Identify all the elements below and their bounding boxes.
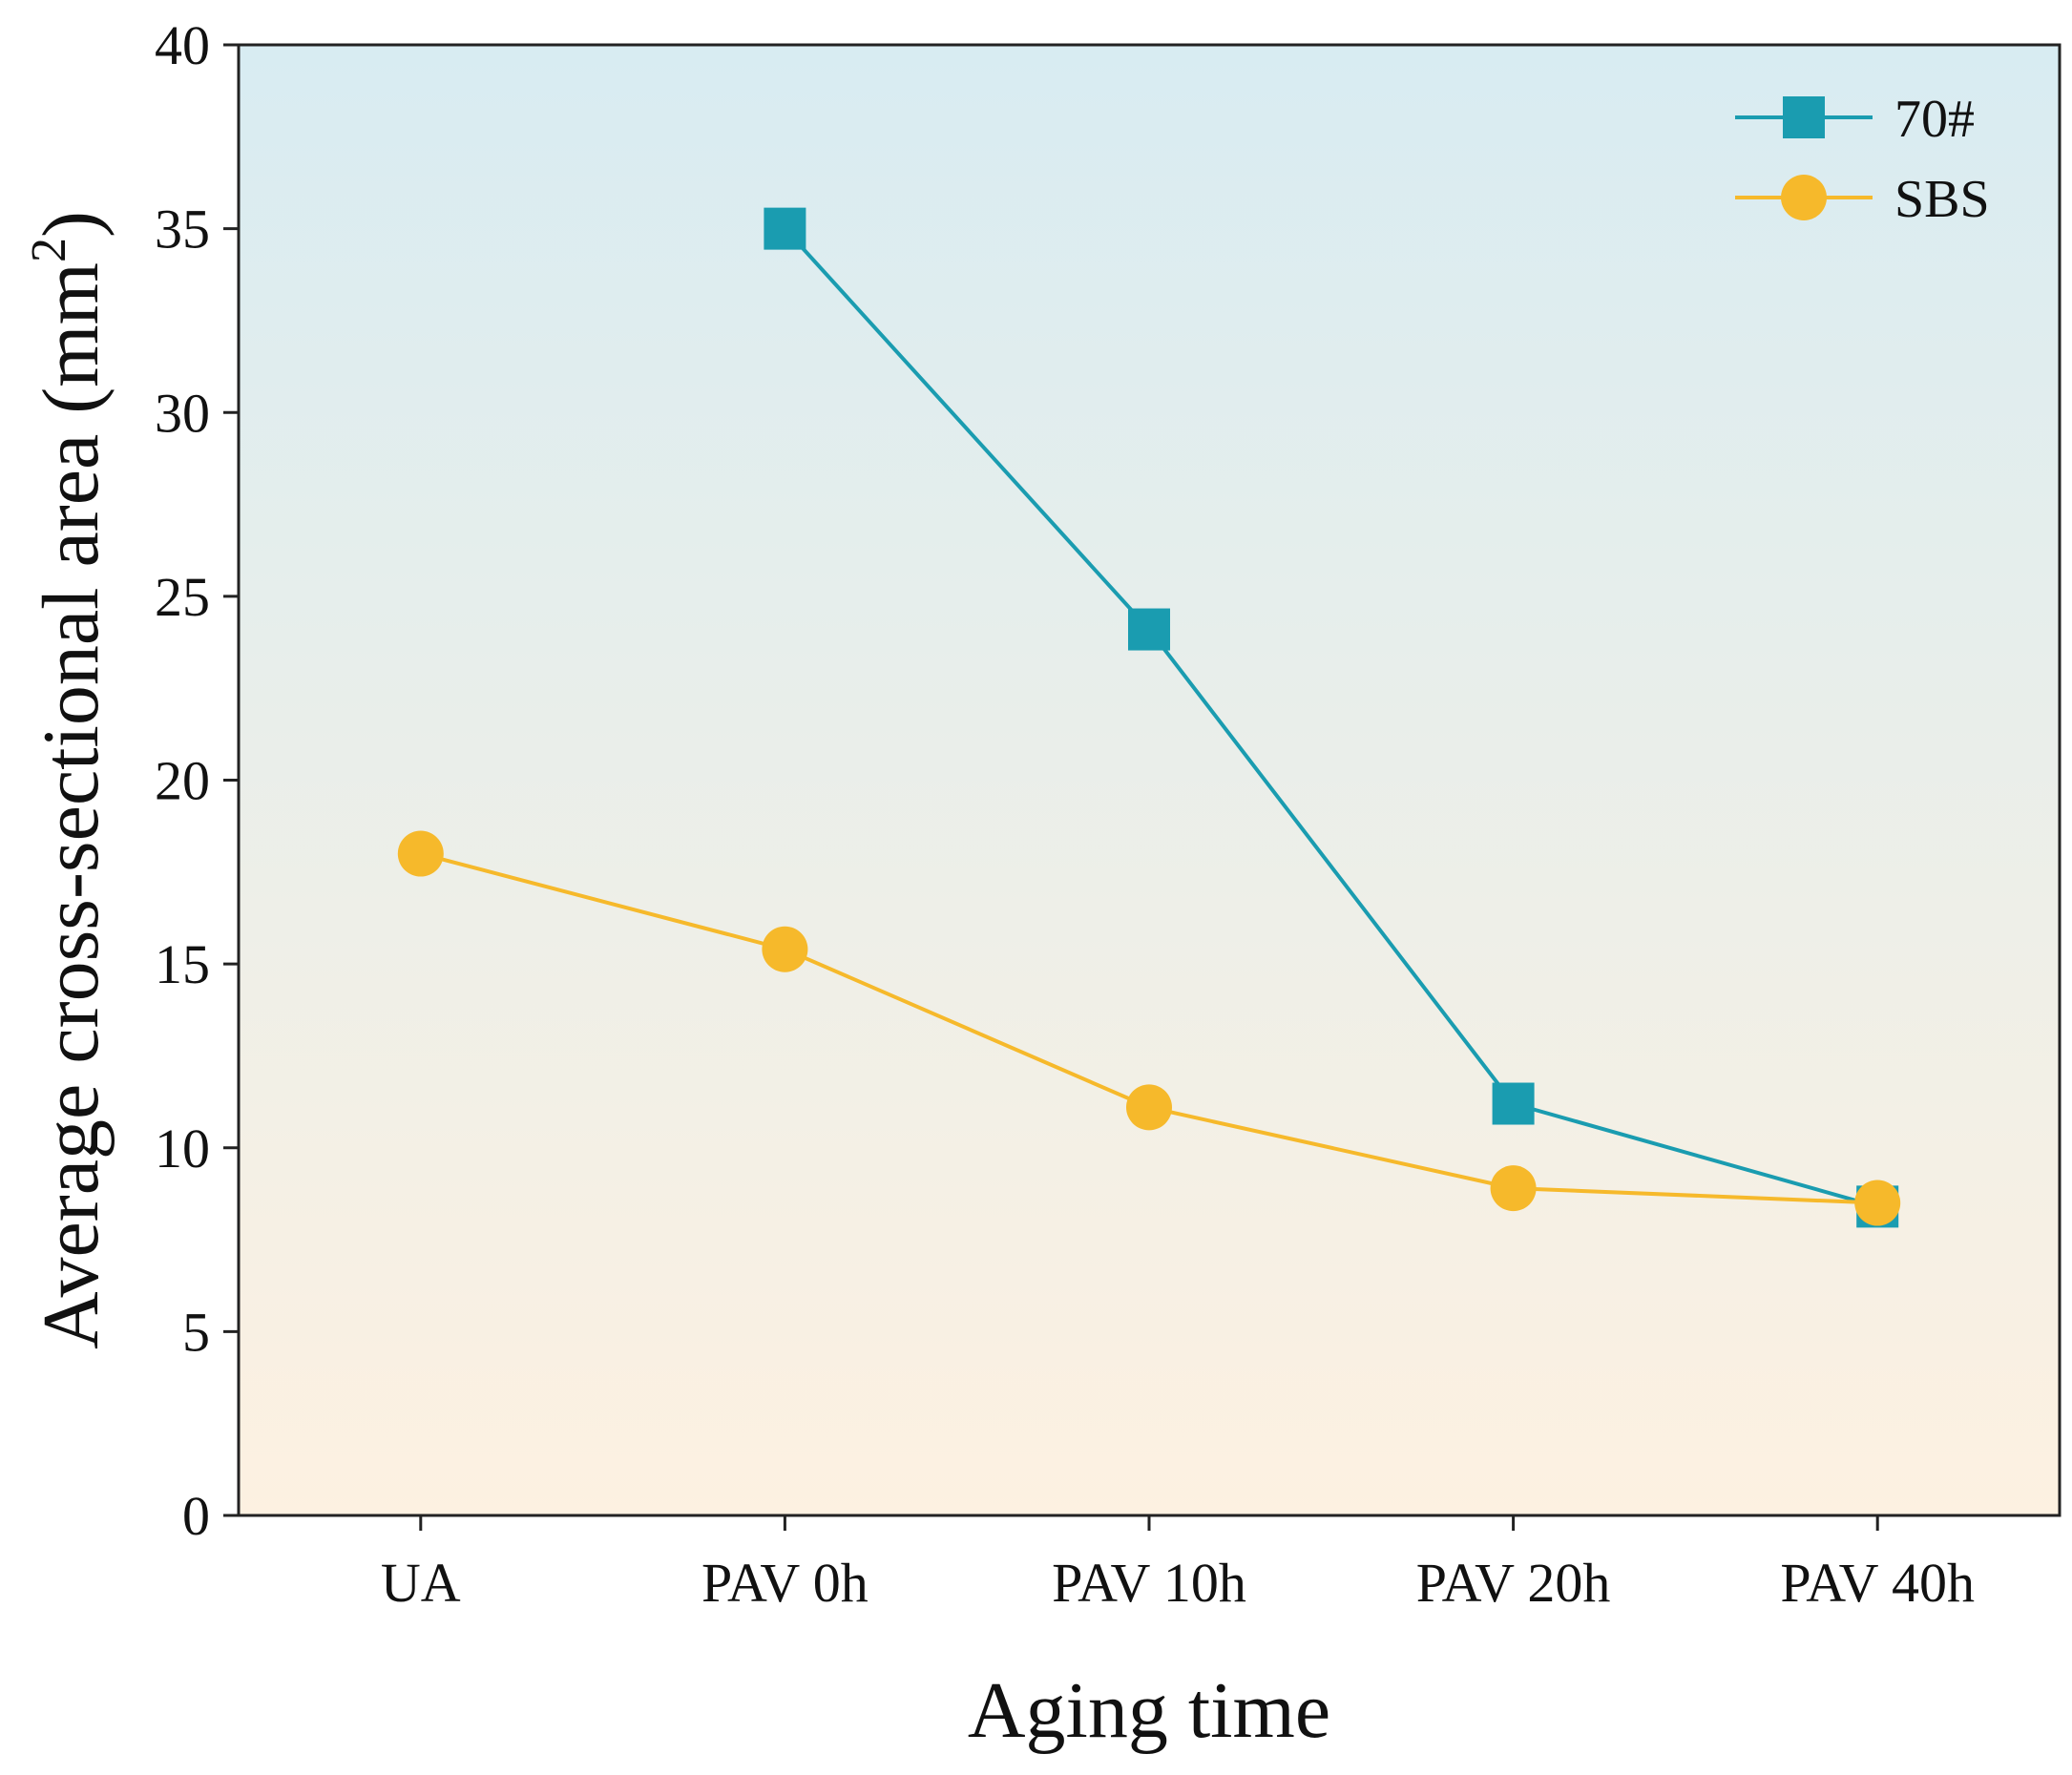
y-tick-label: 30 (155, 382, 210, 444)
legend-marker-circle (1781, 175, 1827, 220)
y-axis-title-suffix: ) (27, 211, 115, 238)
data-point-70 (1128, 608, 1170, 651)
y-tick-label: 5 (182, 1301, 210, 1363)
y-tick-label: 10 (155, 1117, 210, 1180)
data-point-70 (1492, 1082, 1535, 1125)
legend: 70# SBS (1735, 90, 1990, 229)
y-axis-title-superscript: 2 (22, 238, 76, 262)
y-tick-label: 25 (155, 566, 210, 628)
x-axis-ticks: UA PAV 0h PAV 10h PAV 20h PAV 40h (381, 1515, 1975, 1614)
x-tick-label: PAV 20h (1416, 1552, 1611, 1614)
x-tick-label: PAV 0h (701, 1552, 869, 1614)
y-tick-label: 40 (155, 14, 210, 76)
data-point-sbs (397, 830, 444, 877)
data-point-70 (764, 207, 806, 250)
y-axis-title: Average cross-sectional area (mm2) (22, 211, 115, 1349)
y-tick-label: 35 (155, 198, 210, 261)
data-point-sbs (1854, 1180, 1901, 1226)
legend-label: 70# (1894, 90, 1975, 149)
y-tick-label: 20 (155, 750, 210, 812)
x-axis-title: Aging time (968, 1666, 1330, 1755)
x-tick-label: UA (381, 1552, 461, 1614)
legend-marker-square (1783, 96, 1825, 138)
data-point-sbs (1126, 1084, 1172, 1131)
series-line-70 (783, 227, 1878, 1209)
series-layer (397, 207, 1901, 1228)
y-tick-label: 15 (155, 933, 210, 995)
legend-label: SBS (1894, 170, 1990, 229)
y-tick-label: 0 (182, 1485, 210, 1547)
y-axis-title-text: Average cross-sectional area (mm (27, 262, 115, 1349)
y-axis-ticks: 0 5 10 15 20 25 30 35 40 (155, 14, 239, 1547)
data-point-sbs (762, 926, 808, 972)
plot-background (239, 45, 2060, 1515)
x-tick-label: PAV 10h (1052, 1552, 1246, 1614)
data-point-sbs (1490, 1165, 1537, 1212)
plot-frame (237, 43, 2062, 1517)
x-tick-label: PAV 40h (1780, 1552, 1975, 1614)
